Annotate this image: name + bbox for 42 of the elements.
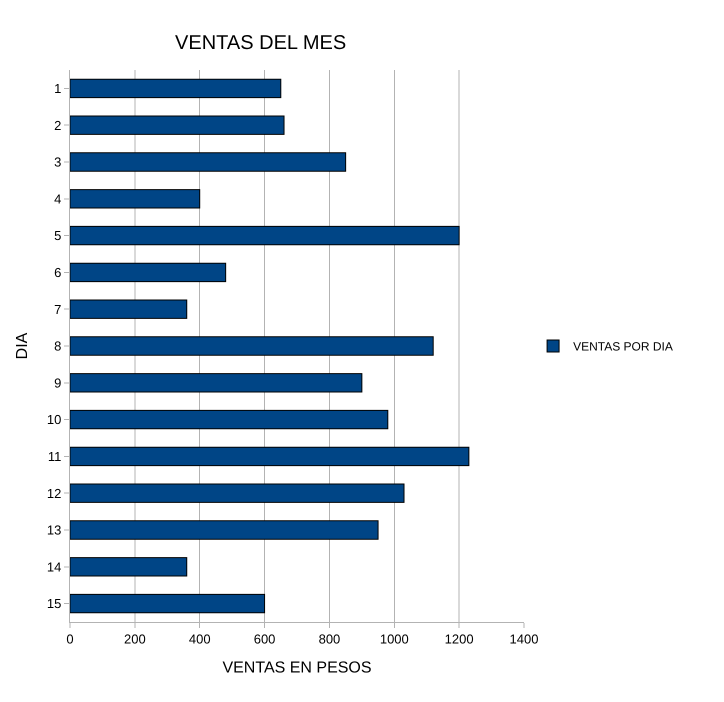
bar [70,300,188,319]
bar [70,446,470,466]
bar [70,484,405,503]
y-tick-label: 7 [54,302,62,317]
bar [70,557,188,576]
bar [70,594,266,614]
x-tick-label: 600 [254,632,276,647]
y-tick-label: 5 [54,228,62,244]
y-tick-label: 9 [54,375,62,390]
bar [70,373,362,392]
y-tick-label: 12 [46,486,62,501]
y-axis-title: DIA [14,332,31,360]
y-tick-label: 13 [46,522,62,538]
bar [70,262,226,282]
legend-label: VENTAS POR DIA [573,340,673,354]
bar [70,152,346,172]
y-tick-label: 1 [54,80,62,96]
bar [70,189,200,208]
x-tick-label: 800 [318,632,340,647]
y-tick-label: 14 [46,559,62,574]
x-tick-label: 1000 [380,632,409,647]
y-tick-label: 11 [48,448,62,464]
y-tick-label: 15 [46,596,62,612]
x-tick-label: 0 [66,632,74,647]
bar [70,226,460,246]
bar [70,336,434,356]
x-tick-label: 1200 [444,632,474,647]
y-tick-label: 4 [54,191,62,206]
y-tick-label: 8 [54,338,62,354]
y-tick-label: 10 [46,412,62,428]
y-tick-label: 6 [54,264,62,280]
y-tick-label: 3 [54,154,62,170]
chart-title: VENTAS DEL MES [175,32,346,54]
x-tick-label: 1400 [510,632,538,647]
x-axis-title: VENTAS EN PESOS [222,659,372,676]
bar [70,116,285,135]
bar [70,410,388,430]
x-tick-label: 200 [124,632,146,647]
bar [70,520,379,540]
x-tick-label: 400 [188,632,211,647]
bar [70,78,282,98]
y-tick-label: 2 [54,118,62,133]
